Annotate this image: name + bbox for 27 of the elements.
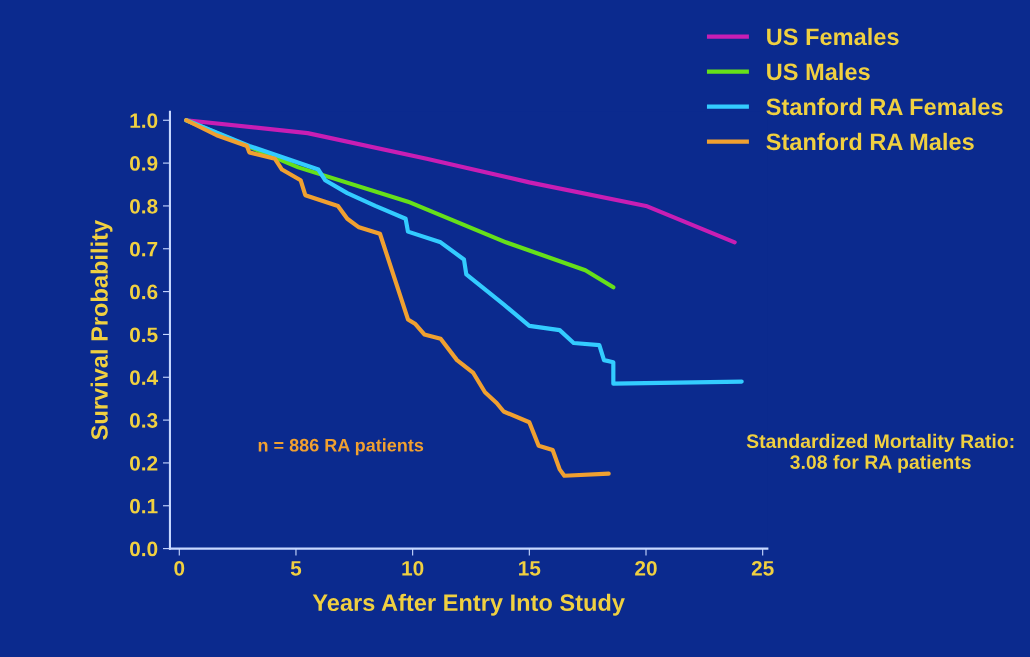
y-axis-title: Survival Probability <box>90 220 113 440</box>
y-tick-label: 0.9 <box>130 156 158 171</box>
annotation: n = 886 RA patients <box>258 438 424 456</box>
y-tick-label: 0.0 <box>130 541 158 557</box>
x-tick-label: 5 <box>290 561 302 576</box>
y-tick-label: 0.8 <box>130 198 158 214</box>
legend-label: Stanford RA Males <box>766 132 974 151</box>
y-tick-label: 1.0 <box>130 113 158 129</box>
legend-label: US Males <box>767 62 870 81</box>
y-tick-label: 0.4 <box>130 370 159 386</box>
x-tick-label: 20 <box>635 560 657 576</box>
x-tick-label: 25 <box>751 560 774 576</box>
y-tick-label: 0.5 <box>130 327 158 343</box>
y-tick-label: 0.3 <box>130 413 158 428</box>
legend-label: US Females <box>767 27 899 46</box>
x-tick-label: 15 <box>519 561 541 576</box>
x-tick-label: 0 <box>174 560 185 576</box>
line-series <box>184 118 744 386</box>
y-tick-label: 0.1 <box>130 498 158 514</box>
y-tick-label: 0.2 <box>130 455 158 471</box>
x-tick-label: 10 <box>402 560 424 576</box>
line-series <box>184 118 611 478</box>
x-axis-title: Years After Entry Into Study <box>312 593 625 616</box>
y-tick-label: 0.7 <box>130 241 158 257</box>
annotation: Standardized Mortality Ratio: 3.08 for RA patients <box>746 433 1014 473</box>
y-tick-label: 0.6 <box>130 284 158 300</box>
legend-label: Stanford RA Females <box>766 97 1003 116</box>
